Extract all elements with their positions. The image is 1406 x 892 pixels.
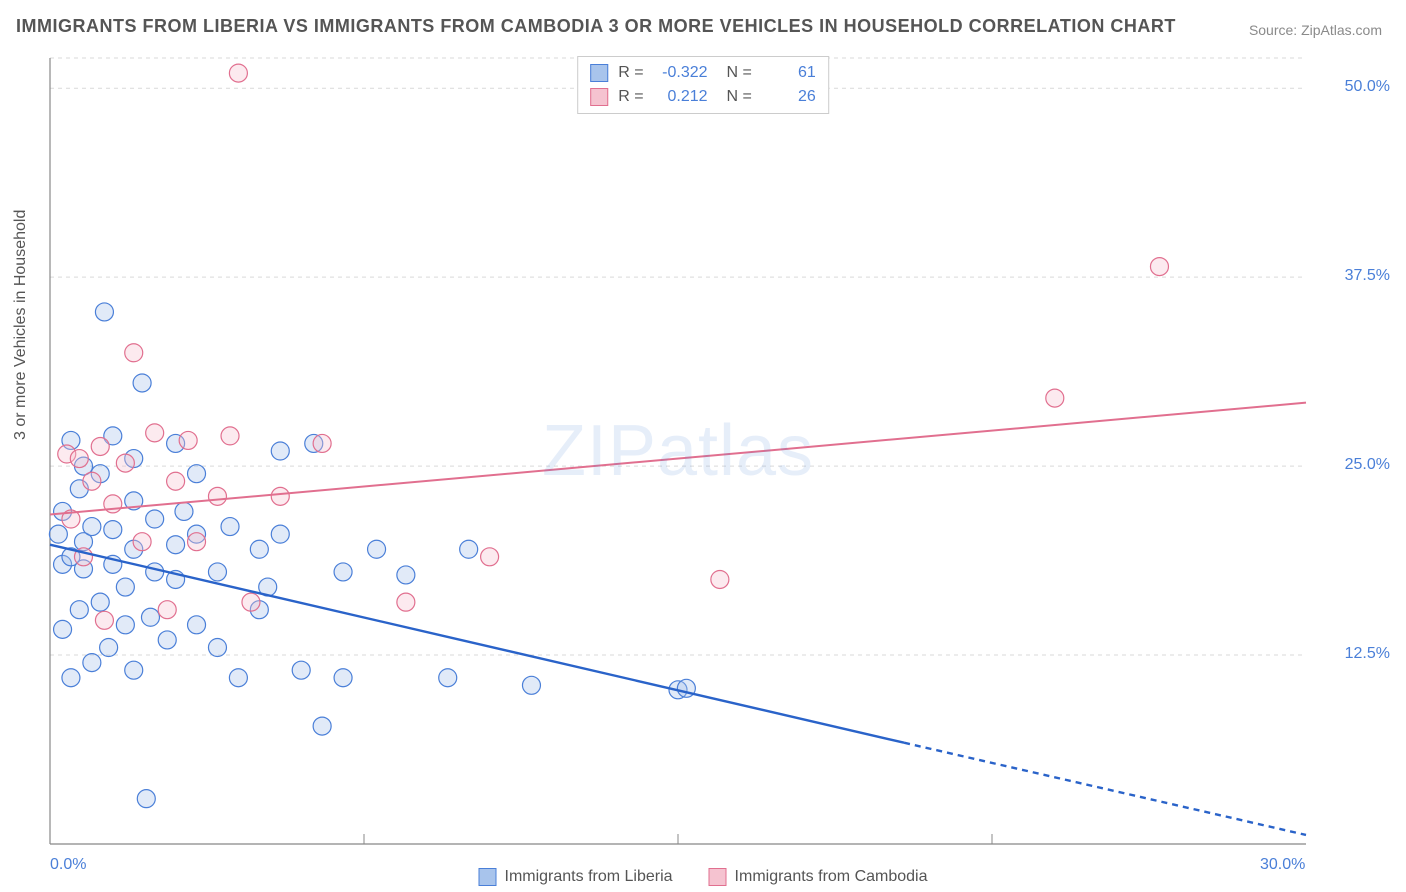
legend-n-label: N =	[718, 61, 752, 85]
legend-label-2: Immigrants from Cambodia	[735, 868, 928, 886]
legend-r-label: R =	[618, 61, 643, 85]
scatter-plot-svg	[48, 56, 1308, 846]
correlation-legend: R = -0.322 N = 61 R = 0.212 N = 26	[577, 56, 829, 114]
legend-r-value-2: 0.212	[654, 85, 708, 109]
legend-row-series-1: R = -0.322 N = 61	[590, 61, 816, 85]
legend-r-value-1: -0.322	[654, 61, 708, 85]
legend-n-label: N =	[718, 85, 752, 109]
y-axis-label: 3 or more Vehicles in Household	[12, 210, 30, 440]
legend-swatch-2	[590, 88, 608, 106]
legend-n-value-1: 61	[762, 61, 816, 85]
legend-row-series-2: R = 0.212 N = 26	[590, 85, 816, 109]
legend-item-2: Immigrants from Cambodia	[709, 868, 928, 886]
y-tick-label: 12.5%	[1320, 645, 1390, 663]
legend-r-label: R =	[618, 85, 643, 109]
source-attribution: Source: ZipAtlas.com	[1249, 22, 1382, 38]
y-tick-label: 50.0%	[1320, 78, 1390, 96]
y-tick-label: 25.0%	[1320, 456, 1390, 474]
chart-title: IMMIGRANTS FROM LIBERIA VS IMMIGRANTS FR…	[16, 16, 1176, 37]
legend-item-1: Immigrants from Liberia	[479, 868, 673, 886]
y-tick-label: 37.5%	[1320, 267, 1390, 285]
legend-swatch-1	[590, 64, 608, 82]
legend-swatch-2b	[709, 868, 727, 886]
legend-n-value-2: 26	[762, 85, 816, 109]
legend-label-1: Immigrants from Liberia	[505, 868, 673, 886]
x-tick-label: 0.0%	[50, 856, 86, 874]
series-legend: Immigrants from Liberia Immigrants from …	[479, 868, 928, 886]
x-tick-label: 30.0%	[1260, 856, 1305, 874]
legend-swatch-1b	[479, 868, 497, 886]
chart-plot-area: ZIPatlas 12.5%25.0%37.5%50.0%0.0%30.0%	[48, 56, 1308, 846]
